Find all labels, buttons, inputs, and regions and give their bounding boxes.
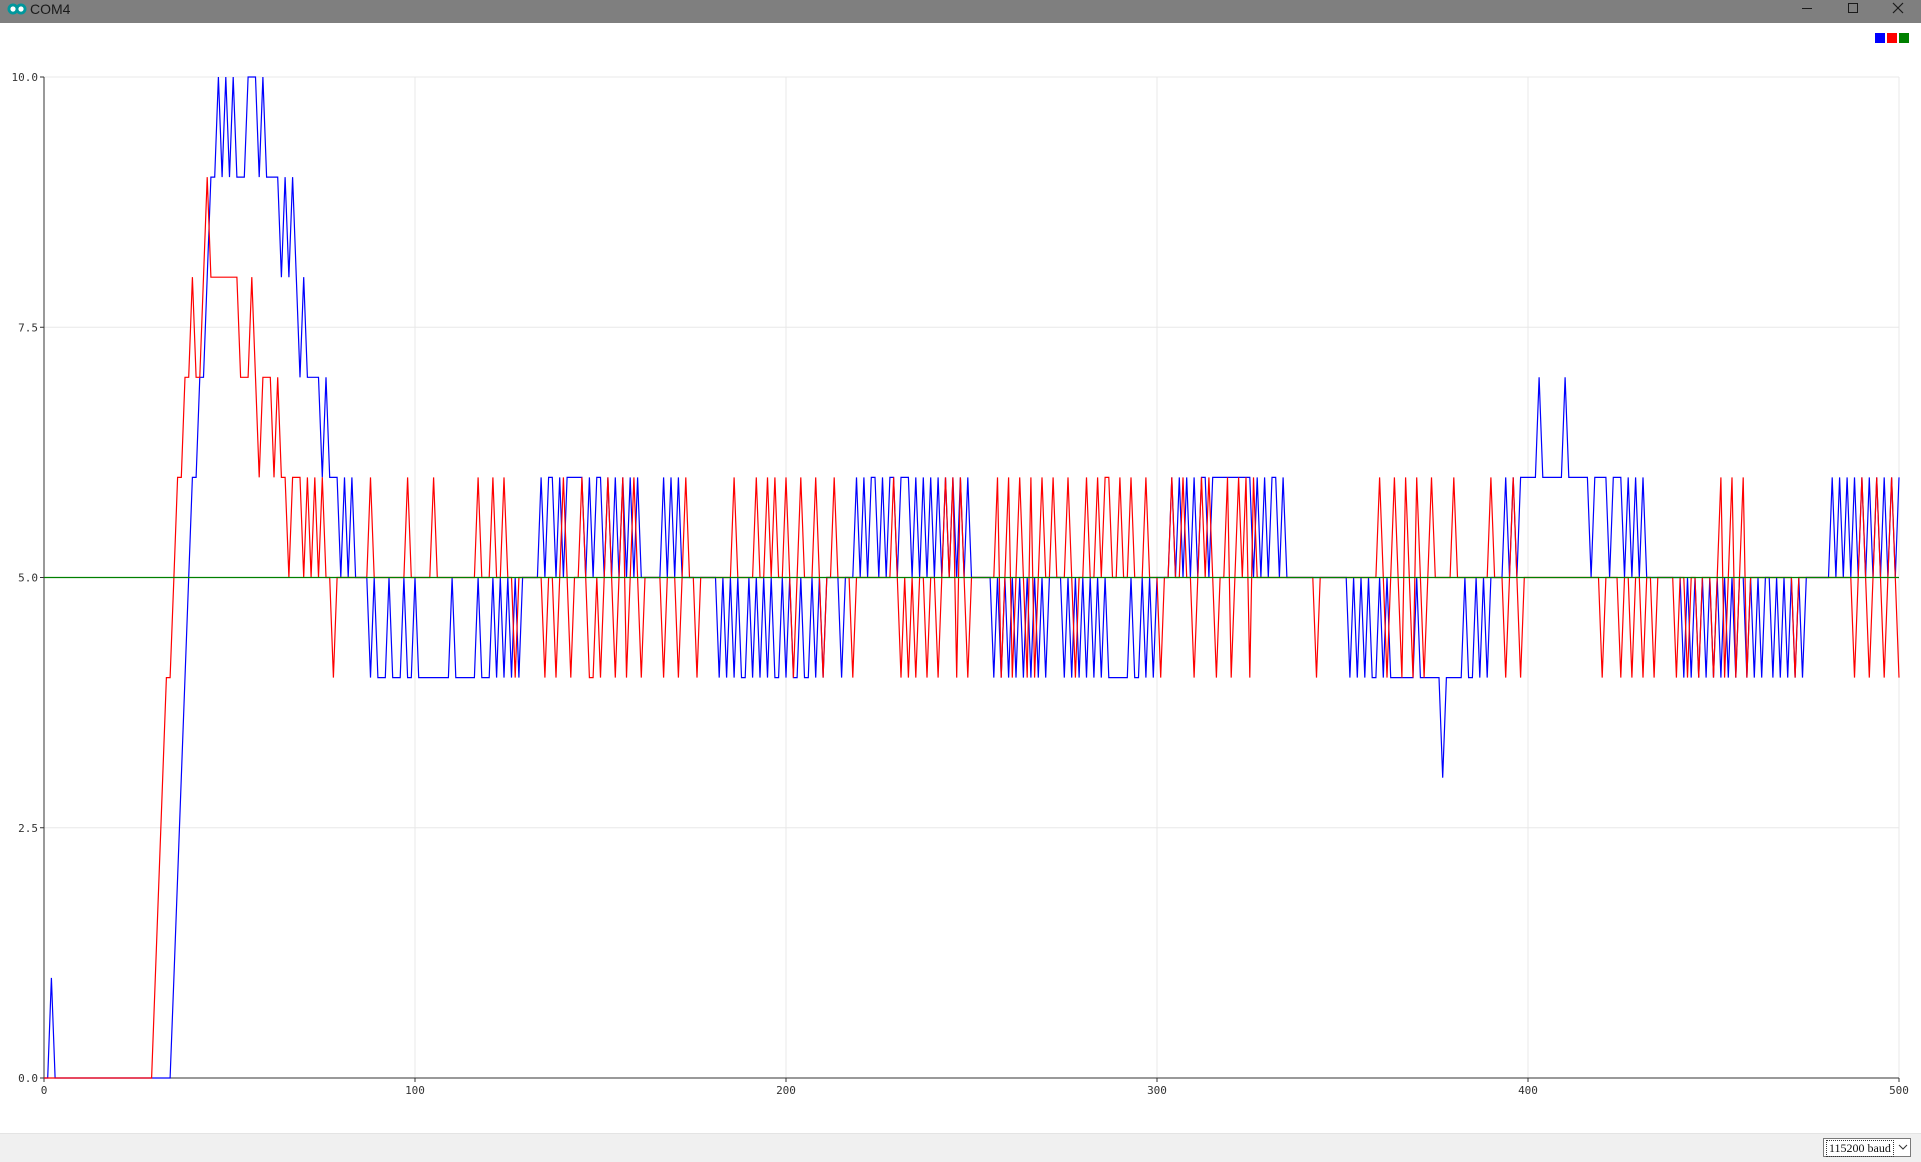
- baud-rate-value: 115200 baud: [1826, 1140, 1894, 1157]
- axes: [40, 76, 1900, 1082]
- y-tick-label: 0.0: [18, 1072, 38, 1085]
- serial-plotter-chart: 0 100 200 300 400 500 0.0 2.5 5.0 7.5 10.0: [12, 71, 1909, 1097]
- legend-swatch-series-3: [1899, 33, 1909, 43]
- baud-rate-select[interactable]: 115200 baud: [1823, 1138, 1911, 1157]
- plot-legend: [1873, 33, 1909, 43]
- x-tick-label: 300: [1147, 1084, 1167, 1097]
- x-tick-label: 400: [1518, 1084, 1538, 1097]
- minimize-icon: [1802, 8, 1812, 9]
- y-tick-label: 2.5: [18, 822, 38, 835]
- close-icon: [1892, 2, 1904, 14]
- x-tick-label: 0: [41, 1084, 48, 1097]
- maximize-button[interactable]: [1830, 0, 1876, 16]
- y-tick-label: 5.0: [18, 572, 38, 585]
- y-tick-label: 10.0: [12, 71, 39, 84]
- legend-swatch-series-1: [1875, 33, 1885, 43]
- tick-labels: 0 100 200 300 400 500 0.0 2.5 5.0 7.5 10.0: [12, 71, 1909, 1097]
- window-title: COM4: [30, 1, 71, 17]
- minimize-button[interactable]: [1784, 0, 1830, 16]
- chevron-down-icon: [1898, 1144, 1908, 1150]
- title-bar[interactable]: COM4: [0, 0, 1921, 23]
- arduino-infinity-icon: [7, 3, 27, 15]
- legend-swatch-series-2: [1887, 33, 1897, 43]
- status-bar: 115200 baud: [0, 1133, 1921, 1162]
- x-tick-label: 100: [405, 1084, 425, 1097]
- close-button[interactable]: [1875, 0, 1921, 16]
- series-2-line: [44, 177, 1900, 1079]
- data-series: [44, 76, 1900, 1079]
- x-tick-label: 200: [776, 1084, 796, 1097]
- y-tick-label: 7.5: [18, 321, 38, 334]
- maximize-icon: [1848, 3, 1858, 13]
- x-tick-label: 500: [1889, 1084, 1909, 1097]
